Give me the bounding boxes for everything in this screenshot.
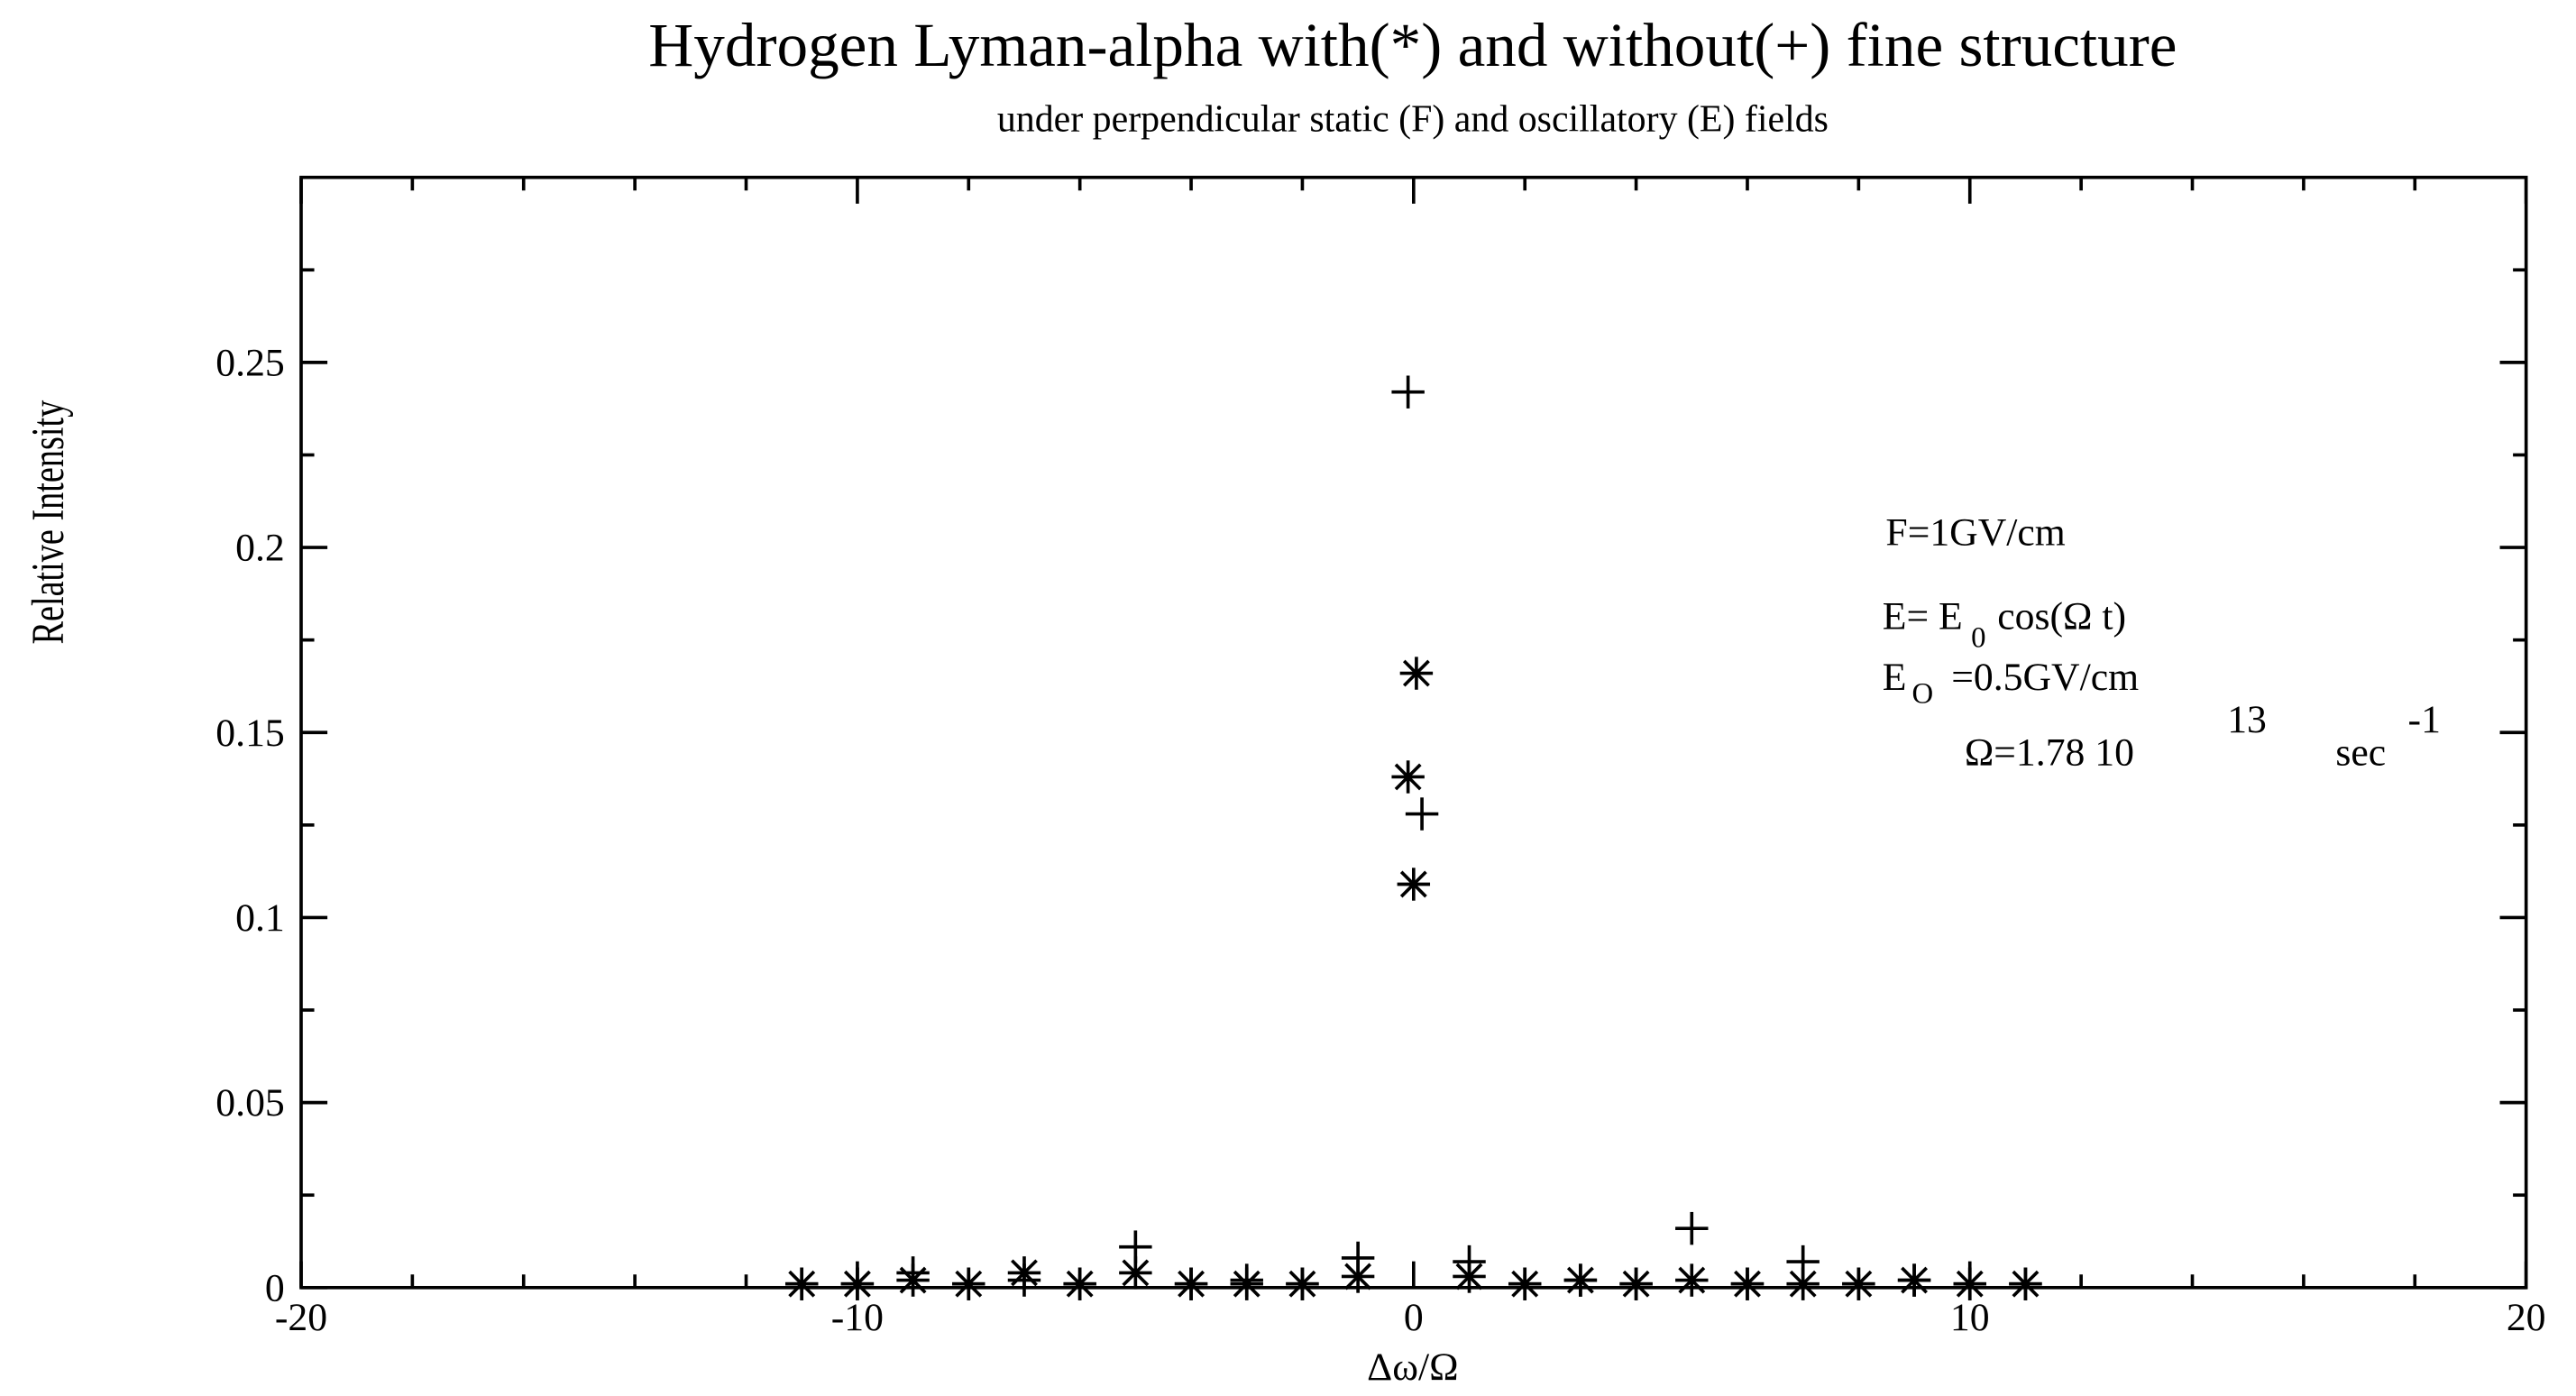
plus-marker <box>840 1267 875 1300</box>
y-tick-label: 0.25 <box>215 341 284 384</box>
plus-marker <box>2009 1267 2042 1300</box>
marker-stroke <box>1344 1263 1372 1290</box>
marker-stroke <box>1678 1266 1706 1294</box>
annotation: -1 <box>2408 698 2441 741</box>
x-tick-label: -10 <box>831 1296 884 1339</box>
plus-marker <box>1508 1267 1542 1300</box>
chart-subtitle: under perpendicular static (F) and oscil… <box>997 99 1829 141</box>
marker-stroke <box>1789 1270 1817 1298</box>
plus-marker <box>1174 1267 1208 1300</box>
y-tick-label: 0.15 <box>215 712 284 755</box>
annotation: E= E <box>1883 595 1963 638</box>
plus-marker <box>1842 1267 1875 1300</box>
annotation: Ω=1.78 10 <box>1965 731 2134 775</box>
plus-marker <box>1063 1267 1096 1300</box>
x-axis-label: Δω/Ω <box>1367 1345 1458 1389</box>
plus-marker <box>1405 797 1439 831</box>
plus-marker <box>1007 1263 1041 1297</box>
y-tick-label: 0.05 <box>215 1081 284 1125</box>
y-tick-label: 0.2 <box>235 527 285 570</box>
marker-stroke <box>1122 1259 1150 1287</box>
marker-stroke <box>1394 763 1422 791</box>
chart-title: Hydrogen Lyman-alpha with(*) and without… <box>648 10 2177 79</box>
star-marker <box>1397 868 1431 901</box>
plus-marker <box>952 1267 985 1300</box>
marker-stroke <box>1399 870 1427 898</box>
annotation: sec <box>2335 731 2386 775</box>
plus-marker <box>1391 375 1425 409</box>
x-tick-label: 20 <box>2507 1296 2546 1339</box>
y-tick-label: 0 <box>265 1266 285 1309</box>
plus-marker <box>1563 1263 1598 1297</box>
plus-marker <box>1119 1230 1152 1263</box>
plus-marker <box>1230 1263 1263 1297</box>
y-tick-label: 0.1 <box>235 896 285 940</box>
annotation: O <box>1912 677 1934 710</box>
annotation: cos(Ω t) <box>1997 595 2126 638</box>
plus-marker <box>784 1267 819 1300</box>
x-tick-label: 10 <box>1950 1296 1990 1339</box>
annotation-box: F=1GV/cm E= E 0 cos(Ω t) E O =0.5GV/cm Ω… <box>1883 511 2441 775</box>
annotation: E <box>1883 656 1907 699</box>
y-axis-label: Relative Intensity <box>23 400 74 644</box>
annotation: =0.5GV/cm <box>1951 656 2139 699</box>
star-marker <box>1391 760 1425 794</box>
plus-marker <box>1897 1263 1931 1297</box>
star-marker <box>1675 1263 1709 1297</box>
plus-marker <box>1675 1211 1709 1245</box>
plus-marker <box>1786 1244 1820 1279</box>
plus-marker <box>896 1256 930 1290</box>
annotation: 13 <box>2227 698 2267 741</box>
plus-marker <box>1730 1267 1765 1300</box>
x-tick-label: 0 <box>1404 1296 1424 1339</box>
annotation: 0 <box>1971 622 1985 655</box>
plus-marker <box>1453 1244 1486 1279</box>
plus-marker <box>1953 1267 1986 1300</box>
marker-stroke <box>1402 659 1430 687</box>
annotation: F=1GV/cm <box>1885 511 2065 555</box>
plus-marker <box>1341 1241 1375 1275</box>
plus-marker <box>1619 1267 1653 1300</box>
star-marker <box>1399 657 1434 690</box>
x-tick-label: -20 <box>275 1296 327 1339</box>
plus-marker <box>1286 1267 1319 1300</box>
